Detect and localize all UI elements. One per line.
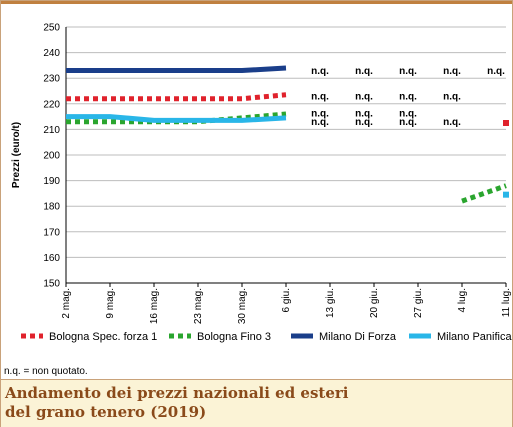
nq-annotation: n.q. xyxy=(399,117,417,128)
y-tick-label: 200 xyxy=(43,151,60,162)
x-tick-label: 4 lug. xyxy=(457,288,468,312)
top-rule xyxy=(1,1,512,4)
series-point xyxy=(503,191,509,198)
x-tick-label: 16 mag. xyxy=(149,288,160,324)
y-tick-label: 150 xyxy=(43,279,60,290)
x-tick-label: 9 mag. xyxy=(105,288,116,319)
x-tick-label: 11 lug. xyxy=(501,288,512,317)
y-axis-label: Prezzi (euro/t) xyxy=(11,122,22,188)
nq-annotation: n.q. xyxy=(355,92,373,103)
nq-annotation: n.q. xyxy=(399,108,417,119)
nq-annotation: n.q. xyxy=(443,117,461,128)
legend-label: Milano Panificabile xyxy=(437,331,512,343)
legend-label: Bologna Fino 3 xyxy=(197,331,271,343)
nq-annotation: n.q. xyxy=(311,92,329,103)
nq-annotation: n.q. xyxy=(443,66,461,77)
legend-label: Milano Di Forza xyxy=(319,331,397,343)
nq-annotation: n.q. xyxy=(399,66,417,77)
y-tick-label: 240 xyxy=(43,48,60,59)
x-tick-label: 20 giu. xyxy=(369,288,380,318)
nq-annotation: n.q. xyxy=(355,66,373,77)
nq-annotation: n.q. xyxy=(311,66,329,77)
series-point xyxy=(503,120,509,126)
footnote: n.q. = non quotato. xyxy=(4,366,88,377)
x-tick-label: 23 mag. xyxy=(193,288,204,324)
series-line xyxy=(66,92,287,102)
series-line xyxy=(66,114,287,123)
line-chart: 150 160 170 180 190 200 210 220 230 240 250 Prezzi … xyxy=(11,23,512,344)
y-tick-label: 210 xyxy=(43,125,60,136)
series-line xyxy=(66,65,287,73)
y-tick-label: 170 xyxy=(43,227,60,238)
nq-annotation: n.q. xyxy=(355,117,373,128)
x-tick-label: 13 giu. xyxy=(325,288,336,318)
figure-title-line-1: Andamento dei prezzi nazionali ed esteri xyxy=(5,384,349,402)
y-tick-label: 190 xyxy=(43,176,60,187)
nq-annotation: n.q. xyxy=(443,92,461,103)
x-tick-label: 27 giu. xyxy=(413,288,424,318)
y-tick-label: 160 xyxy=(43,253,60,264)
x-tick-label: 30 mag. xyxy=(237,288,248,324)
y-tick-label: 180 xyxy=(43,202,60,213)
nq-annotation: n.q. xyxy=(399,92,417,103)
nq-annotation: n.q. xyxy=(487,66,505,77)
y-tick-label: 250 xyxy=(43,23,60,34)
x-tick-label: 2 mag. xyxy=(61,288,72,319)
title-box: Andamento dei prezzi nazionali ed esteri… xyxy=(1,379,512,427)
x-tick-label: 6 giu. xyxy=(281,288,292,312)
series-line xyxy=(461,183,507,204)
figure-title-line-2: del grano tenero (2019) xyxy=(5,403,207,421)
nq-annotation: n.q. xyxy=(311,108,329,119)
nq-annotation: n.q. xyxy=(311,117,329,128)
y-tick-label: 220 xyxy=(43,99,60,110)
nq-annotation: n.q. xyxy=(355,108,373,119)
legend-label: Bologna Spec. forza 1 xyxy=(49,331,157,343)
y-tick-label: 230 xyxy=(43,74,60,85)
